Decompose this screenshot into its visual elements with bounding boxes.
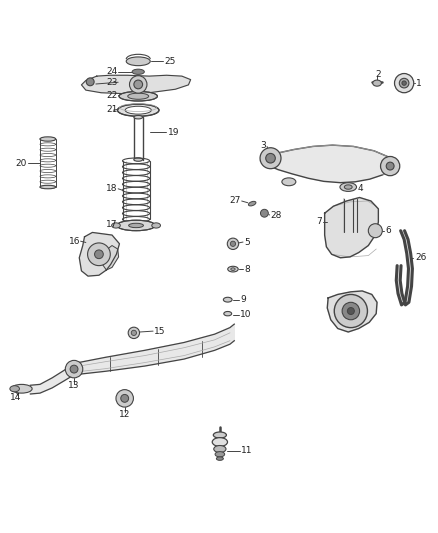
Ellipse shape [117, 220, 155, 231]
Circle shape [334, 294, 367, 328]
Circle shape [95, 250, 103, 259]
Polygon shape [79, 232, 120, 276]
Ellipse shape [10, 386, 19, 392]
Ellipse shape [215, 451, 225, 457]
Ellipse shape [152, 223, 160, 228]
Polygon shape [261, 145, 393, 183]
Ellipse shape [126, 57, 150, 66]
Ellipse shape [128, 93, 149, 99]
Text: 14: 14 [11, 393, 21, 402]
Ellipse shape [373, 80, 381, 86]
Polygon shape [325, 198, 378, 258]
Circle shape [121, 394, 129, 402]
Text: 27: 27 [230, 196, 241, 205]
Ellipse shape [340, 183, 357, 191]
Circle shape [134, 80, 143, 89]
Circle shape [399, 78, 409, 88]
Text: 18: 18 [106, 184, 118, 193]
Circle shape [128, 327, 140, 338]
Ellipse shape [282, 178, 296, 185]
Text: 9: 9 [240, 295, 246, 304]
Circle shape [70, 365, 78, 373]
Text: 1: 1 [417, 79, 422, 87]
Ellipse shape [117, 104, 159, 116]
Text: 22: 22 [106, 91, 118, 100]
Ellipse shape [125, 106, 151, 114]
Circle shape [131, 330, 137, 335]
Ellipse shape [224, 311, 232, 316]
Ellipse shape [40, 137, 56, 141]
Circle shape [86, 78, 94, 86]
Text: 6: 6 [385, 226, 391, 235]
Text: 20: 20 [15, 158, 27, 167]
Polygon shape [74, 324, 234, 375]
Text: 28: 28 [271, 211, 282, 220]
Ellipse shape [212, 438, 227, 446]
Ellipse shape [213, 432, 226, 438]
Ellipse shape [134, 158, 143, 161]
Ellipse shape [223, 297, 232, 302]
Circle shape [230, 241, 236, 246]
Text: 10: 10 [240, 310, 251, 319]
Ellipse shape [132, 69, 145, 75]
Text: 4: 4 [358, 184, 364, 193]
Text: 15: 15 [154, 327, 166, 336]
Circle shape [88, 243, 110, 265]
Polygon shape [327, 291, 377, 332]
Ellipse shape [248, 201, 256, 206]
Ellipse shape [119, 92, 157, 101]
Ellipse shape [112, 223, 120, 228]
Text: 25: 25 [164, 57, 176, 66]
Text: 13: 13 [68, 381, 80, 390]
Text: 24: 24 [106, 67, 118, 76]
Text: 5: 5 [244, 238, 250, 247]
Ellipse shape [228, 266, 238, 272]
Text: 19: 19 [167, 127, 179, 136]
Circle shape [260, 148, 281, 169]
Text: 17: 17 [106, 220, 118, 229]
Ellipse shape [216, 457, 223, 461]
Ellipse shape [129, 223, 144, 228]
Ellipse shape [214, 446, 226, 453]
Circle shape [347, 308, 354, 314]
Circle shape [395, 74, 414, 93]
Text: 8: 8 [244, 264, 250, 273]
Polygon shape [81, 75, 191, 94]
Circle shape [116, 390, 134, 407]
Text: 16: 16 [69, 237, 80, 246]
Circle shape [402, 81, 406, 85]
Text: 2: 2 [375, 70, 381, 79]
Ellipse shape [11, 384, 32, 393]
Polygon shape [396, 231, 413, 305]
Circle shape [266, 154, 276, 163]
Polygon shape [30, 364, 74, 394]
Circle shape [227, 238, 239, 249]
Ellipse shape [134, 116, 143, 119]
Polygon shape [100, 246, 119, 270]
Circle shape [368, 224, 382, 238]
Ellipse shape [344, 185, 352, 189]
Ellipse shape [231, 268, 235, 270]
Text: 12: 12 [119, 409, 131, 418]
Text: 21: 21 [106, 105, 118, 114]
Ellipse shape [40, 185, 56, 189]
Circle shape [65, 360, 83, 378]
Circle shape [381, 157, 400, 176]
Text: 7: 7 [316, 217, 322, 227]
Text: 26: 26 [416, 253, 427, 262]
Circle shape [386, 162, 394, 170]
Circle shape [342, 302, 360, 320]
Circle shape [261, 209, 268, 217]
Text: 11: 11 [241, 446, 252, 455]
Circle shape [130, 76, 147, 93]
Text: 23: 23 [106, 78, 118, 87]
Text: 3: 3 [261, 141, 266, 150]
